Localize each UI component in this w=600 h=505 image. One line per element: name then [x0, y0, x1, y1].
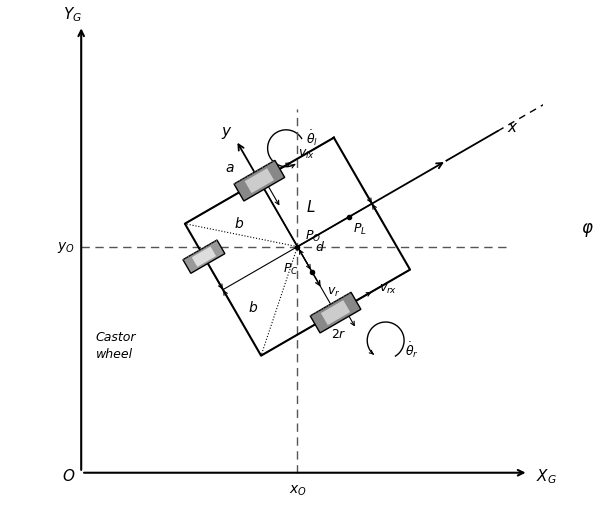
Text: $d$: $d$ [314, 239, 325, 253]
Text: $2r$: $2r$ [331, 328, 346, 340]
Polygon shape [192, 247, 216, 267]
Text: $v_{rx}$: $v_{rx}$ [379, 282, 397, 295]
Text: $O$: $O$ [62, 467, 76, 483]
Text: Castor
wheel: Castor wheel [96, 330, 136, 360]
Polygon shape [245, 169, 274, 194]
Text: $v_{lx}$: $v_{lx}$ [298, 148, 316, 161]
Text: $\varphi$: $\varphi$ [581, 221, 594, 238]
Text: $L$: $L$ [306, 198, 316, 214]
Text: $v_r$: $v_r$ [327, 285, 340, 298]
Polygon shape [321, 300, 350, 325]
Text: $b$: $b$ [248, 299, 259, 314]
Text: $X_G$: $X_G$ [536, 466, 557, 485]
Text: $a$: $a$ [225, 161, 235, 175]
Text: $y_O$: $y_O$ [56, 240, 74, 255]
Text: $b$: $b$ [233, 216, 244, 231]
Text: $x$: $x$ [508, 120, 519, 135]
Text: $P_L$: $P_L$ [353, 222, 367, 236]
Text: $P_C$: $P_C$ [283, 262, 298, 277]
Polygon shape [183, 240, 225, 274]
Polygon shape [310, 293, 361, 333]
Text: $Y_G$: $Y_G$ [63, 6, 82, 24]
Text: $x_O$: $x_O$ [289, 483, 307, 497]
Text: $y$: $y$ [221, 125, 233, 141]
Text: $\dot{\theta}_r$: $\dot{\theta}_r$ [406, 340, 419, 360]
Text: $\dot{\theta}_l$: $\dot{\theta}_l$ [306, 129, 318, 148]
Text: $P_O$: $P_O$ [305, 229, 321, 244]
Polygon shape [234, 161, 285, 201]
